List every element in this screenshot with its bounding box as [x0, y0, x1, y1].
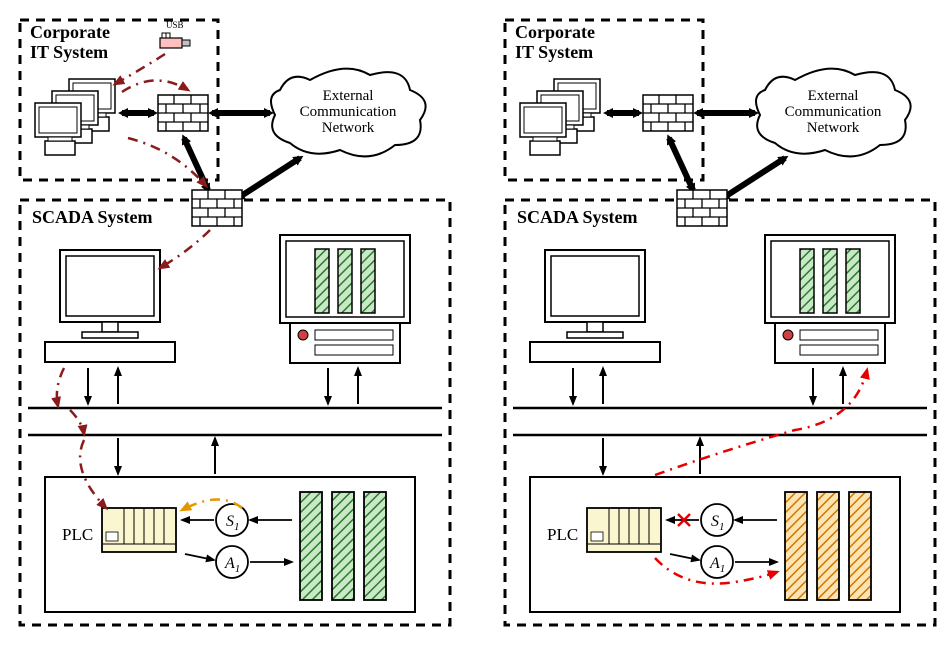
scada-workstation — [45, 250, 175, 362]
attack-path-bus2 — [70, 410, 84, 434]
cloud-label-3: Network — [322, 120, 375, 136]
attack-path-fw1 — [122, 80, 188, 92]
attack-path-bus1 — [57, 368, 64, 406]
firewall-1 — [158, 95, 208, 131]
usb-icon — [160, 33, 190, 48]
plc-label: PLC — [62, 525, 93, 544]
attack-path-ws — [160, 230, 210, 268]
usb-label: USB — [166, 20, 184, 30]
process-bars — [300, 492, 386, 600]
scada-label: SCADA System — [32, 207, 153, 227]
plc-unit-r — [587, 508, 661, 552]
left-panel: Corporate IT System USB — [20, 20, 450, 625]
cloud-label-3-r: Network — [807, 120, 860, 136]
diagram-svg: Corporate IT System USB — [10, 10, 941, 636]
link-firewall2-cloud-r — [723, 158, 785, 198]
computers-cluster — [35, 79, 115, 155]
computers-cluster-r — [520, 79, 600, 155]
plc-label-r: PLC — [547, 525, 578, 544]
hmi-r — [765, 235, 895, 363]
link-firewall1-firewall2-r — [669, 138, 693, 190]
cloud-label-1-r: External — [808, 88, 859, 104]
cloud-label-1: External — [323, 88, 374, 104]
right-panel: Corporate IT System — [505, 20, 935, 625]
cloud-label-2-r: Communication — [785, 104, 882, 120]
corporate-it-label-2-r: IT System — [515, 42, 593, 62]
plc-box-r — [530, 477, 900, 612]
process-bars-r — [785, 492, 871, 600]
plc-box — [45, 477, 415, 612]
firewall-1-r — [643, 95, 693, 131]
corporate-it-label-2: IT System — [30, 42, 108, 62]
firewall-2-r — [677, 190, 727, 226]
plc-unit — [102, 508, 176, 552]
link-firewall1-firewall2 — [184, 138, 208, 190]
attack-path-usb — [115, 54, 165, 84]
scada-workstation-r — [530, 250, 660, 362]
corporate-it-label-1: Corporate — [30, 22, 110, 42]
link-firewall2-cloud — [238, 158, 300, 198]
corporate-it-label-1-r: Corporate — [515, 22, 595, 42]
attack-path-hmi — [655, 370, 867, 475]
cloud-label-2: Communication — [300, 104, 397, 120]
diagram-canvas: Corporate IT System USB — [10, 10, 941, 636]
hmi — [280, 235, 410, 363]
firewall-2 — [192, 190, 242, 226]
scada-label-r: SCADA System — [517, 207, 638, 227]
